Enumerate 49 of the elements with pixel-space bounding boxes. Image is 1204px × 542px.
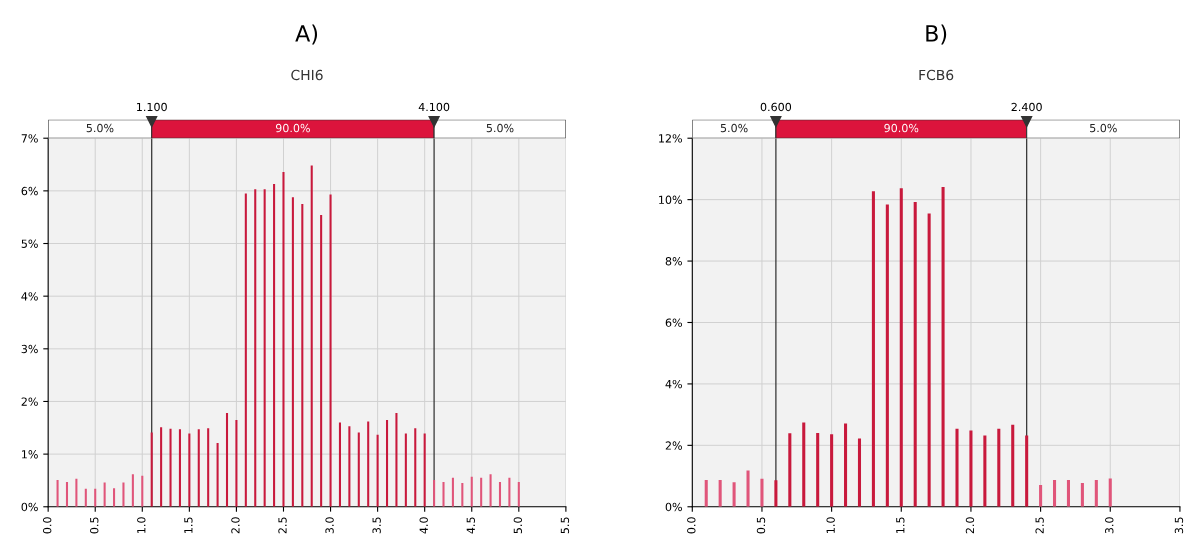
y-tick-label: 6%	[665, 318, 682, 327]
y-tick-label: 1%	[22, 450, 38, 459]
y-tick-label: 0%	[21, 502, 38, 512]
x-tick-label: 3.0	[325, 517, 334, 534]
y-tick-label: 2%	[21, 397, 38, 406]
x-tick-label: 0.0	[42, 517, 52, 534]
ref-line-label: 4.100	[418, 102, 450, 112]
x-tick-label: 0.5	[756, 517, 766, 534]
text: 90.0%	[275, 123, 310, 133]
y-tick-label: 12%	[659, 134, 682, 143]
x-tick-label: 1.0	[826, 517, 835, 533]
x-tick-label: 4.0	[419, 517, 428, 534]
ref-line-label: 0.600	[760, 102, 792, 112]
y-tick-label: 5%	[21, 239, 38, 248]
ref-line-label: 2.400	[1011, 102, 1042, 112]
text: 5.0%	[86, 123, 114, 133]
text: 5.0%	[486, 123, 514, 133]
y-tick-label: 2%	[665, 441, 682, 450]
x-tick-label: 2.0	[231, 517, 240, 534]
x-tick-label: 3.5	[1174, 517, 1184, 534]
y-tick-label: 6%	[21, 186, 38, 196]
x-tick-label: 3.5	[372, 517, 381, 534]
x-tick-label: 1.5	[896, 517, 905, 533]
x-tick-label: 2.5	[278, 517, 287, 534]
x-tick-label: 5.5	[560, 517, 570, 534]
y-tick-label: 0%	[665, 502, 682, 512]
x-tick-label: 4.5	[466, 517, 475, 534]
chart-subtitle: CHI6	[291, 69, 323, 81]
x-tick-label: 0.5	[90, 517, 99, 534]
x-tick-label: 2.5	[1035, 517, 1044, 534]
y-tick-label: 4%	[21, 292, 38, 301]
x-tick-label: 2.0	[965, 517, 975, 534]
y-tick-label: 10%	[659, 195, 682, 205]
x-tick-label: 0.0	[687, 517, 696, 534]
chart-subtitle: FCB6	[919, 69, 954, 81]
ref-line-label: 1.100	[137, 102, 167, 112]
chart-title: B)	[926, 24, 947, 45]
y-tick-label: 4%	[665, 379, 682, 389]
text: 5.0%	[720, 123, 748, 133]
y-tick-label: 8%	[665, 257, 682, 266]
text: 5.0%	[1090, 123, 1117, 133]
y-tick-label: 7%	[21, 134, 38, 143]
chart-title: A)	[295, 24, 318, 45]
x-tick-label: 3.0	[1105, 517, 1114, 534]
x-tick-label: 1.0	[137, 517, 146, 533]
text: 90.0%	[884, 123, 919, 133]
y-tick-label: 3%	[21, 344, 38, 354]
x-tick-label: 1.5	[184, 517, 193, 533]
x-tick-label: 5.0	[513, 517, 523, 534]
